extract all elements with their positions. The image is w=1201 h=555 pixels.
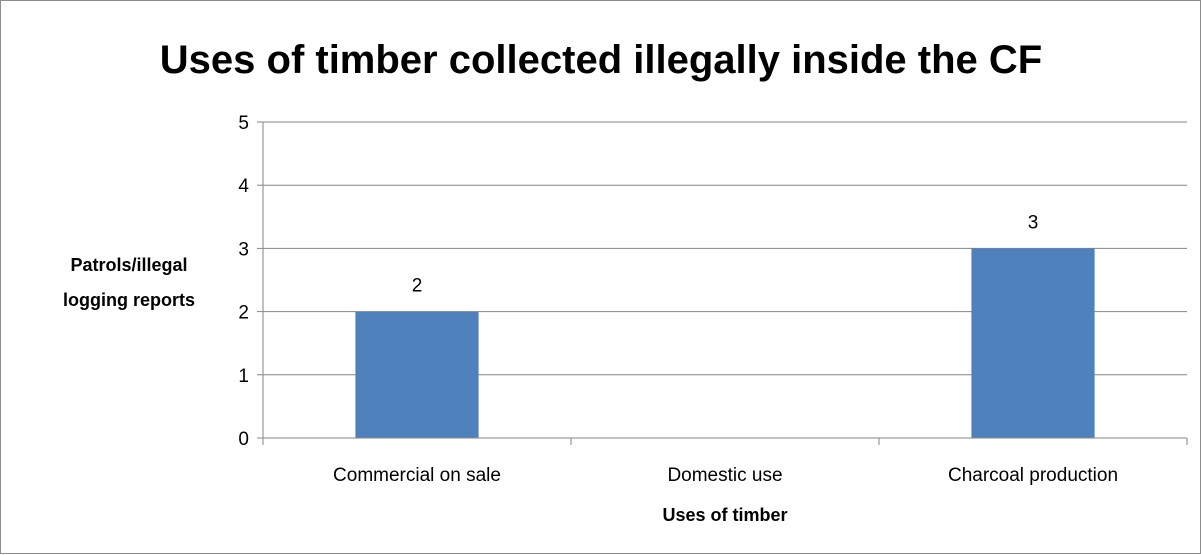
y-tick-label: 2	[238, 303, 249, 324]
x-category-labels: Commercial on sale Domestic use Charcoal p…	[333, 465, 1118, 486]
y-tick-label: 0	[238, 429, 249, 450]
axes	[257, 121, 1188, 445]
y-tick-labels: 0 1 2 3 4 5	[238, 113, 249, 450]
y-axis-title-line-2: logging reports	[63, 290, 195, 310]
y-axis-title-line-1: Patrols/illegal	[70, 255, 187, 275]
y-tick-label: 3	[238, 239, 249, 260]
x-category-label: Commercial on sale	[333, 465, 501, 486]
x-category-label: Charcoal production	[948, 465, 1118, 486]
chart-title: Uses of timber collected illegally insid…	[160, 38, 1042, 82]
y-tick-label: 1	[238, 366, 249, 387]
data-label: 2	[412, 276, 423, 297]
data-labels: 23	[412, 212, 1039, 296]
bar	[971, 248, 1095, 438]
x-category-label: Domestic use	[667, 465, 782, 486]
y-tick-label: 4	[238, 176, 249, 197]
bars	[355, 248, 1095, 438]
x-axis-title: Uses of timber	[662, 505, 787, 525]
y-tick-label: 5	[238, 113, 249, 134]
data-label: 3	[1028, 212, 1039, 233]
bar	[355, 311, 479, 438]
